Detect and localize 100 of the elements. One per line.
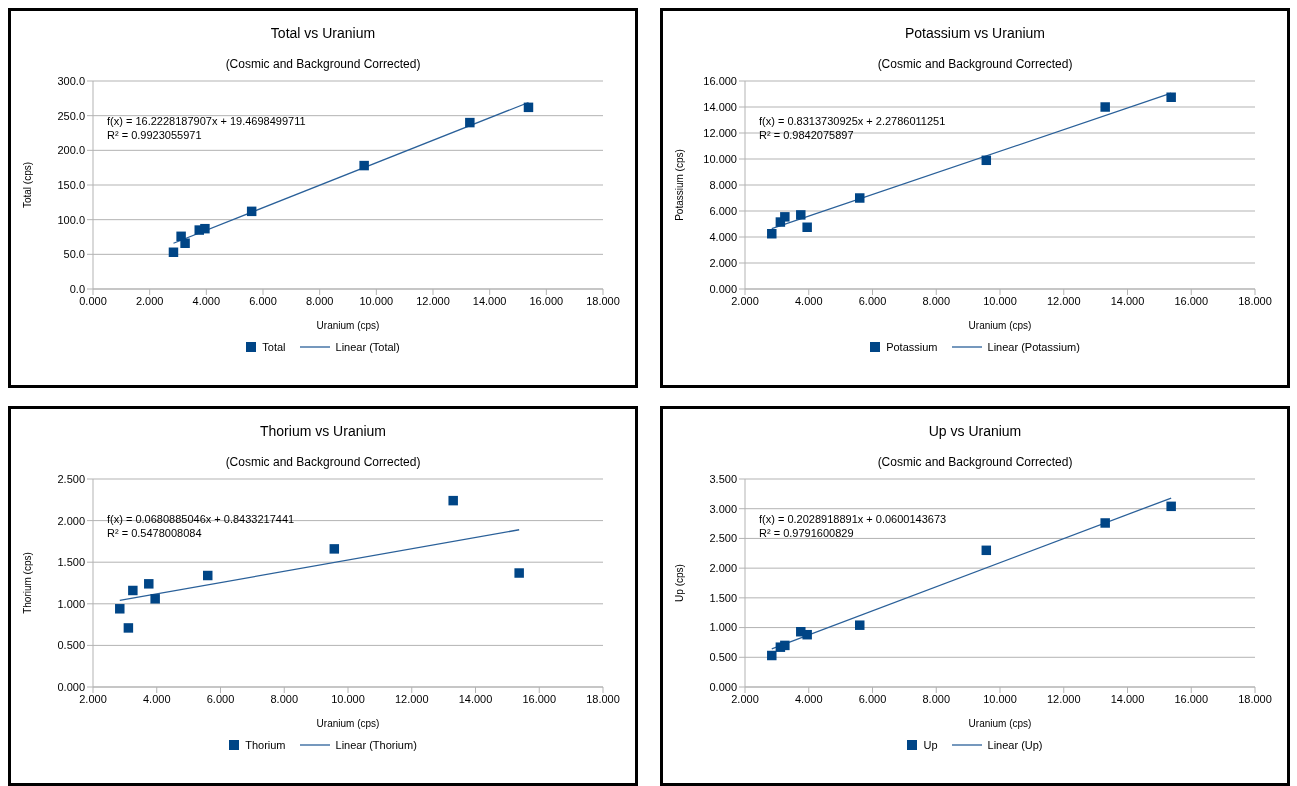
x-tick-label: 8.000 bbox=[922, 294, 951, 307]
point bbox=[144, 579, 154, 589]
x-tick-label: 0.000 bbox=[79, 294, 107, 307]
legend-label: Total bbox=[262, 341, 286, 353]
point bbox=[150, 594, 160, 604]
x-tick-label: 12.000 bbox=[1046, 692, 1081, 705]
point bbox=[1100, 518, 1110, 528]
y-tick-label: 2.000 bbox=[57, 514, 85, 527]
legend-label: Linear (Potassium) bbox=[987, 341, 1080, 353]
y-tick-label: 12.000 bbox=[703, 126, 737, 139]
y-tick-label: 0.0 bbox=[69, 282, 85, 295]
y-tick-label: 50.0 bbox=[63, 248, 85, 261]
x-tick-label: 14.000 bbox=[472, 294, 507, 307]
point bbox=[203, 570, 213, 581]
y-tick-label: 0.000 bbox=[57, 680, 85, 693]
y-tick-label: 150.0 bbox=[57, 178, 85, 191]
point bbox=[329, 544, 340, 554]
y-tick-label: 2.000 bbox=[709, 256, 737, 269]
chart-subtitle: (Cosmic and Background Corrected) bbox=[224, 57, 422, 71]
x-tick-label: 2.000 bbox=[731, 294, 759, 307]
x-tick-label: 18.000 bbox=[586, 692, 620, 705]
x-tick-label: 14.000 bbox=[1110, 294, 1145, 307]
y-axis-title: Total (cps) bbox=[21, 161, 33, 209]
point bbox=[802, 629, 812, 640]
y-tick-label: 8.000 bbox=[709, 178, 737, 191]
point bbox=[180, 238, 190, 248]
x-tick-label: 14.000 bbox=[1110, 692, 1145, 705]
x-tick-label: 6.000 bbox=[206, 692, 235, 705]
x-tick-label: 4.000 bbox=[794, 294, 823, 307]
x-tick-label: 10.000 bbox=[983, 294, 1017, 307]
x-tick-label: 18.000 bbox=[586, 294, 620, 307]
point bbox=[855, 620, 865, 630]
x-tick-label: 16.000 bbox=[529, 294, 564, 307]
y-tick-label: 3.000 bbox=[709, 502, 737, 515]
point bbox=[523, 102, 534, 113]
annotation: f(x) = 0.8313730925x + 2.2786011251 bbox=[759, 115, 946, 127]
y-tick-label: 1.000 bbox=[57, 597, 85, 610]
x-tick-label: 2.000 bbox=[135, 294, 164, 307]
x-tick-label: 12.000 bbox=[1046, 294, 1081, 307]
legend-label: Linear (Thorium) bbox=[335, 739, 417, 751]
x-tick-label: 6.000 bbox=[858, 294, 887, 307]
x-tick-label: 16.000 bbox=[1174, 692, 1209, 705]
legend-label: Potassium bbox=[886, 341, 938, 353]
x-tick-label: 10.000 bbox=[983, 692, 1017, 705]
x-tick-label: 6.000 bbox=[249, 294, 277, 307]
y-tick-label: 250.0 bbox=[57, 109, 85, 122]
x-tick-label: 18.000 bbox=[1238, 692, 1272, 705]
y-tick-label: 1.000 bbox=[709, 621, 737, 634]
x-tick-label: 6.000 bbox=[858, 692, 887, 705]
x-tick-label: 10.000 bbox=[331, 692, 365, 705]
x-tick-label: 10.000 bbox=[359, 294, 394, 307]
point bbox=[115, 604, 125, 614]
x-tick-label: 18.000 bbox=[1238, 294, 1272, 307]
y-tick-label: 10.000 bbox=[703, 152, 737, 165]
point bbox=[981, 545, 992, 556]
chart-title: Potassium vs Uranium bbox=[903, 25, 1046, 41]
point bbox=[123, 623, 134, 633]
chart-title: Thorium vs Uranium bbox=[259, 423, 387, 439]
legend-label: Linear (Total) bbox=[335, 341, 400, 353]
x-tick-label: 8.000 bbox=[922, 692, 951, 705]
point bbox=[1166, 501, 1176, 512]
y-tick-label: 4.000 bbox=[709, 230, 737, 243]
legend-label: Thorium bbox=[245, 739, 286, 751]
y-tick-label: 200.0 bbox=[57, 144, 85, 157]
annotation: R² = 0.9923055971 bbox=[107, 129, 202, 141]
y-tick-label: 300.0 bbox=[57, 74, 85, 87]
x-tick-label: 12.000 bbox=[394, 692, 429, 705]
x-tick-label: 16.000 bbox=[1174, 294, 1209, 307]
point bbox=[168, 247, 179, 257]
point bbox=[802, 222, 812, 232]
y-tick-label: 1.500 bbox=[57, 556, 85, 569]
y-tick-label: 0.500 bbox=[57, 639, 85, 652]
annotation: f(x) = 16.2228187907x + 19.4698499711 bbox=[107, 115, 306, 127]
x-axis-title: Uranium (cps) bbox=[316, 320, 380, 331]
chart-title: Up vs Uranium bbox=[927, 423, 1023, 439]
legend-label: Linear (Up) bbox=[987, 739, 1043, 751]
x-tick-label: 12.000 bbox=[416, 294, 450, 307]
chart-subtitle: (Cosmic and Background Corrected) bbox=[224, 455, 422, 469]
y-tick-label: 1.500 bbox=[709, 591, 737, 604]
point bbox=[359, 160, 369, 171]
point bbox=[1166, 92, 1176, 102]
point bbox=[200, 223, 210, 234]
annotation: R² = 0.9791600829 bbox=[759, 527, 854, 539]
y-tick-label: 3.500 bbox=[709, 472, 737, 485]
x-tick-label: 4.000 bbox=[794, 692, 823, 705]
annotation: f(x) = 0.2028918891x + 0.0600143673 bbox=[759, 513, 947, 525]
x-tick-label: 4.000 bbox=[192, 294, 221, 307]
y-tick-label: 2.500 bbox=[57, 472, 85, 485]
y-tick-label: 6.000 bbox=[709, 204, 737, 217]
point bbox=[767, 229, 777, 239]
x-tick-label: 16.000 bbox=[522, 692, 557, 705]
y-tick-label: 14.000 bbox=[703, 100, 737, 113]
x-tick-label: 4.000 bbox=[142, 692, 171, 705]
y-tick-label: 100.0 bbox=[57, 213, 85, 226]
y-axis-title: Potassium (cps) bbox=[673, 149, 685, 221]
y-tick-label: 0.000 bbox=[709, 680, 737, 693]
point bbox=[780, 640, 790, 651]
y-axis-title: Thorium (cps) bbox=[21, 552, 33, 614]
y-tick-label: 2.500 bbox=[709, 532, 737, 545]
y-tick-label: 0.500 bbox=[709, 651, 737, 664]
